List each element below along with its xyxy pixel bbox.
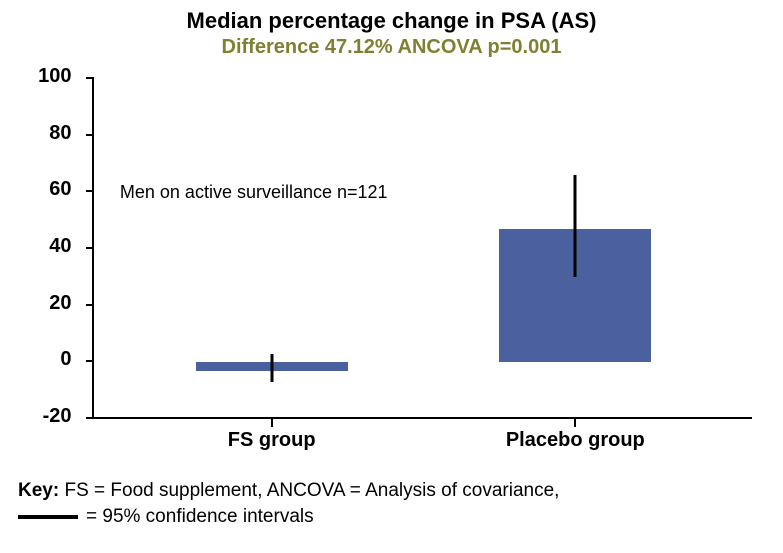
- error-bar: [270, 354, 273, 382]
- tick-mark: [86, 417, 94, 419]
- chart-container: Median percentage change in PSA (AS) Dif…: [0, 0, 783, 553]
- y-tick-label: 60: [22, 178, 72, 201]
- key-line-1: Key: FS = Food supplement, ANCOVA = Anal…: [18, 480, 559, 502]
- x-category-label: Placebo group: [506, 429, 645, 452]
- chart-area: Men on active surveillance n=121 -20 0 20 4…: [12, 69, 772, 469]
- tick-mark: [86, 190, 94, 192]
- x-tick-mark: [574, 419, 576, 427]
- legend-key: Key: FS = Food supplement, ANCOVA = Anal…: [18, 480, 559, 528]
- chart-title: Median percentage change in PSA (AS): [0, 0, 783, 34]
- tick-mark: [86, 247, 94, 249]
- error-bar: [574, 175, 577, 277]
- y-tick-label: 40: [22, 235, 72, 258]
- key-label: Key:: [18, 480, 59, 501]
- tick-mark: [86, 134, 94, 136]
- plot-region: Men on active surveillance n=121 -200204…: [92, 79, 752, 419]
- annotation-text: Men on active surveillance n=121: [120, 182, 388, 203]
- y-tick-label: 20: [22, 292, 72, 315]
- key-line-2: = 95% confidence intervals: [18, 506, 559, 528]
- y-tick-label: 80: [22, 122, 72, 145]
- key-text-2: = 95% confidence intervals: [86, 506, 314, 528]
- y-tick-label: 0: [22, 348, 72, 371]
- x-category-label: FS group: [228, 429, 316, 452]
- tick-mark: [86, 304, 94, 306]
- ci-line-icon: [18, 515, 78, 519]
- tick-mark: [86, 360, 94, 362]
- key-text-1: FS = Food supplement, ANCOVA = Analysis …: [59, 480, 559, 501]
- y-tick-label: -20: [22, 405, 72, 428]
- x-tick-mark: [271, 419, 273, 427]
- tick-mark: [86, 77, 94, 79]
- chart-subtitle: Difference 47.12% ANCOVA p=0.001: [0, 34, 783, 59]
- y-tick-label: 100: [22, 65, 72, 88]
